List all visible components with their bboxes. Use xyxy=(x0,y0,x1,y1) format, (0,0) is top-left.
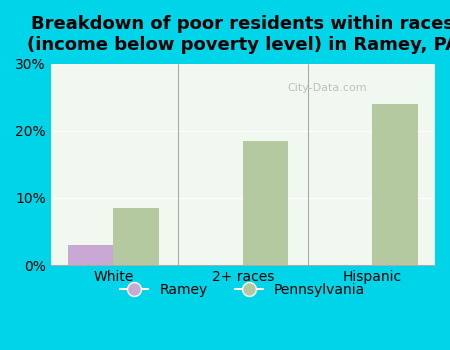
Title: Breakdown of poor residents within races
(income below poverty level) in Ramey, : Breakdown of poor residents within races… xyxy=(27,15,450,54)
Bar xyxy=(68,245,113,265)
Text: City-Data.com: City-Data.com xyxy=(288,83,367,93)
Bar xyxy=(113,208,159,265)
Bar xyxy=(243,141,288,265)
Bar xyxy=(372,104,418,265)
Legend: Ramey, Pennsylvania: Ramey, Pennsylvania xyxy=(115,278,371,302)
